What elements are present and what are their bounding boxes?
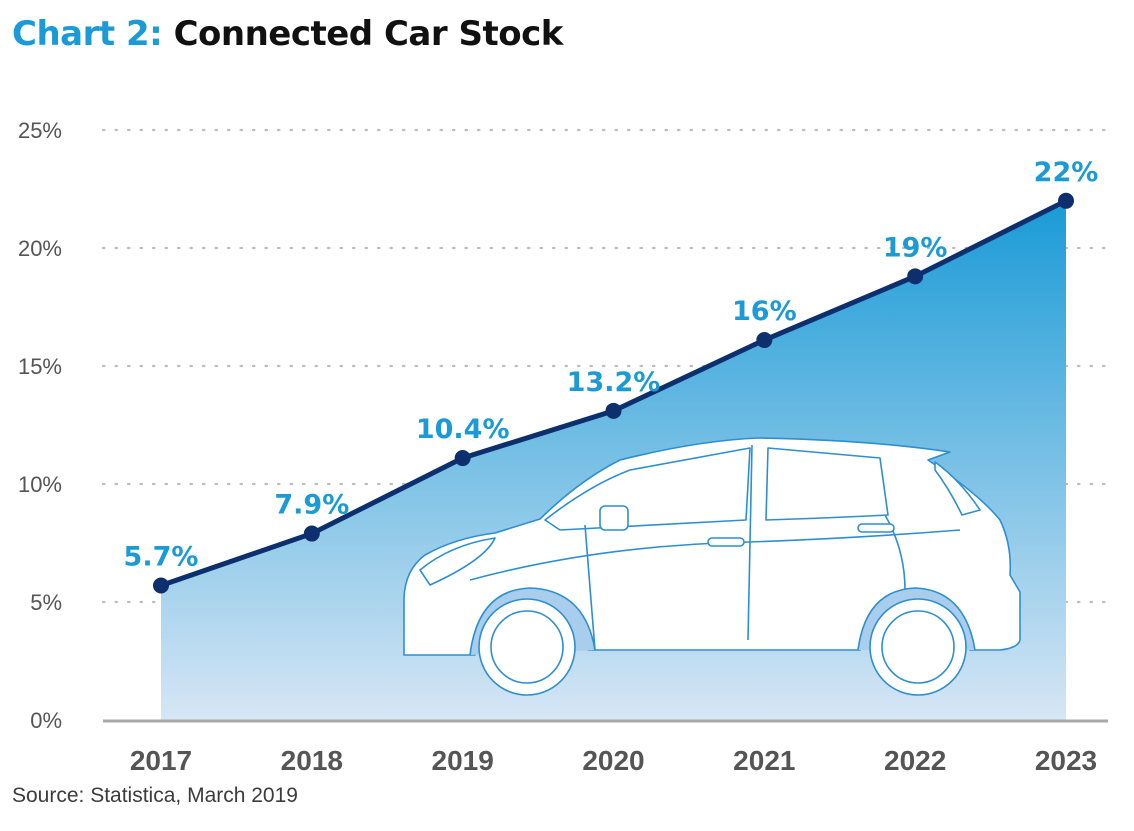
x-tick-label: 2023 <box>1035 745 1097 776</box>
car-door-handle-front <box>707 537 745 547</box>
x-tick-label: 2021 <box>733 745 795 776</box>
car-hub-rear <box>881 610 955 684</box>
data-point <box>303 525 320 542</box>
car-window-rear <box>765 447 889 521</box>
car-mirror <box>599 505 629 531</box>
x-tick-label: 2022 <box>884 745 946 776</box>
data-points <box>153 192 1074 594</box>
car-hub-front <box>490 610 564 684</box>
data-label: 7.9% <box>274 490 349 521</box>
car-rear-window <box>934 461 981 516</box>
y-tick-label: 5% <box>30 590 62 615</box>
data-label: 5.7% <box>124 541 199 572</box>
x-axis-ticks: 2017 2018 2019 2020 2021 2022 2023 <box>130 745 1097 776</box>
data-label: 19% <box>883 232 948 263</box>
x-tick-label: 2020 <box>582 745 644 776</box>
chart-title-prefix: Chart 2: <box>12 14 163 54</box>
data-labels: 5.7% 7.9% 10.4% 13.2% 16% 19% 22% <box>124 157 1099 573</box>
data-label: 13.2% <box>567 367 661 398</box>
y-tick-label: 25% <box>18 118 62 143</box>
data-point <box>1058 192 1074 209</box>
y-tick-label: 15% <box>18 354 62 379</box>
data-label: 10.4% <box>416 414 510 445</box>
y-axis-ticks: 0% 5% 10% 15% 20% 25% <box>18 118 62 733</box>
source-note: Source: Statistica, March 2019 <box>12 784 298 807</box>
chart-title: Chart 2: Connected Car Stock <box>12 14 563 54</box>
x-tick-label: 2018 <box>281 745 343 776</box>
data-label: 22% <box>1034 157 1099 188</box>
y-tick-label: 20% <box>18 236 62 261</box>
y-tick-label: 0% <box>30 708 62 733</box>
data-point <box>153 577 169 594</box>
data-point <box>454 450 471 467</box>
x-tick-label: 2019 <box>432 745 494 776</box>
car-door-handle-rear <box>857 523 895 533</box>
x-tick-label: 2017 <box>130 745 192 776</box>
data-point <box>605 402 622 419</box>
car-icon <box>403 437 1021 696</box>
chart-title-main: Connected Car Stock <box>173 14 564 54</box>
data-label: 16% <box>732 296 797 327</box>
car-headlight <box>419 537 496 586</box>
data-point <box>756 332 773 349</box>
y-tick-label: 10% <box>18 472 62 497</box>
data-point <box>907 268 924 285</box>
car-beltline <box>469 529 961 581</box>
